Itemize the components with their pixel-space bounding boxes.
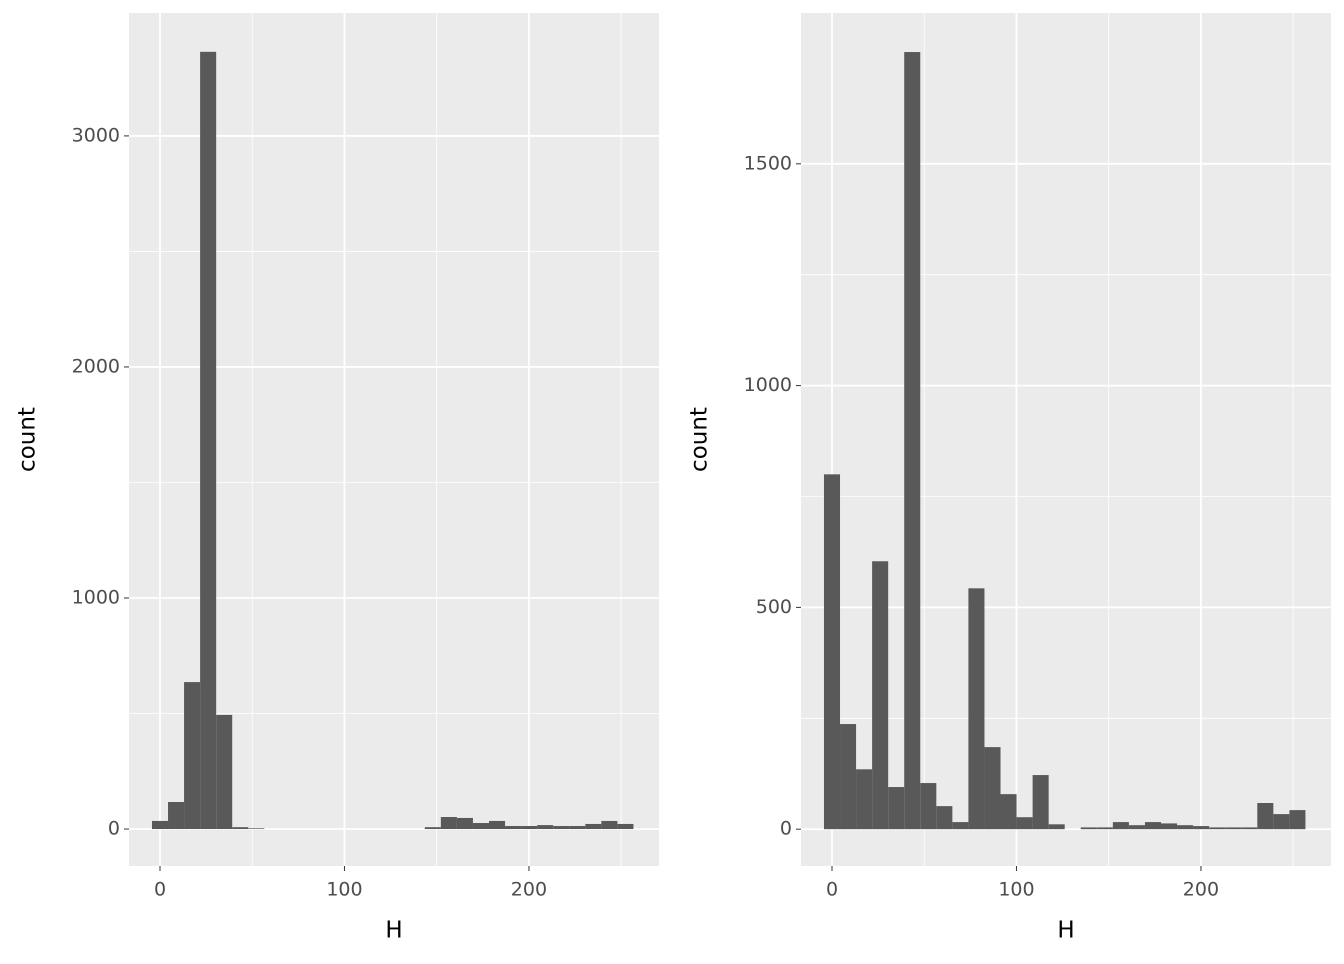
y-tick-label: 500 [756,596,792,618]
bar [168,802,185,830]
bar [585,823,602,830]
bar [537,825,554,830]
y-tick-label: 1500 [744,152,792,174]
bar [856,769,873,830]
bar [1080,827,1097,830]
bar [1257,803,1274,830]
bar [872,561,889,830]
bar [1289,810,1306,830]
bar [553,826,570,830]
y-tick-label: 2000 [72,355,120,377]
bar [1032,775,1049,830]
bar [424,827,441,830]
x-tick-label: 100 [326,879,362,901]
plot-background [801,13,1331,866]
bar [888,787,905,830]
bar [184,682,201,830]
x-axis-title: H [1057,918,1074,944]
bar [601,820,618,830]
y-axis-title: count [15,407,41,472]
y-tick-label: 0 [780,818,792,840]
bar [216,714,233,830]
bar [440,817,457,830]
bar [505,826,522,830]
bar [952,822,969,830]
bar [823,474,841,830]
bar [617,823,634,830]
y-axis-title: count [687,407,713,472]
x-tick-label: 0 [826,879,838,901]
y-tick-label: 1000 [72,586,120,608]
bar [984,747,1001,830]
bar [936,806,953,830]
bar [1273,814,1290,830]
x-tick-label: 200 [511,879,547,901]
bar [1177,825,1194,830]
bar [232,827,249,830]
x-axis-title: H [385,918,402,944]
y-tick-label: 1000 [744,374,792,396]
bar [1112,822,1129,830]
bar [200,51,217,830]
bar [1000,794,1017,830]
bar [968,588,985,830]
bar [1209,827,1226,830]
bar [1128,825,1145,830]
bar [1096,827,1113,830]
bar [489,820,506,830]
y-tick-label: 0 [108,818,120,840]
bar [904,52,921,830]
x-tick-label: 200 [1183,879,1219,901]
x-tick-label: 100 [998,879,1034,901]
bar [456,817,473,830]
bar [248,828,265,830]
bar [1241,827,1258,830]
bar [920,783,937,830]
bar [1144,822,1162,830]
bar [1016,817,1033,830]
bar [472,823,490,830]
bar [1048,824,1065,830]
bar [840,724,857,830]
y-tick-label: 3000 [72,124,120,146]
bar [1193,826,1210,830]
bar [1225,827,1242,830]
bar [569,826,586,830]
x-tick-label: 0 [154,879,166,901]
bar [1161,823,1178,830]
bar [521,826,538,830]
bar [151,820,169,830]
